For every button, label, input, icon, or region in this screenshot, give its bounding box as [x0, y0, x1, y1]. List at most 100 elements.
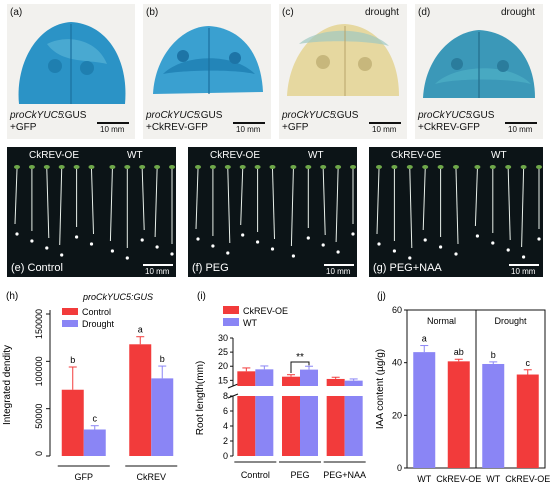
- leaf-d-image: [423, 30, 535, 98]
- seedling-root: [154, 168, 158, 238]
- seedling-leaf: [376, 165, 382, 169]
- root-tip-dot: [336, 250, 340, 254]
- chart-h-letter: c: [93, 414, 98, 424]
- root-tip-dot: [15, 232, 19, 236]
- panel-e: CkREV-OE WT (e) Control 10 mm: [7, 147, 176, 277]
- panel-c-gene-suffix: :GUS: [334, 110, 359, 121]
- panel-d-tag: drought: [501, 7, 535, 18]
- root-tip-dot: [321, 243, 325, 247]
- panel-g-left-label: CkREV-OE: [391, 150, 442, 161]
- root-tip-dot: [226, 251, 230, 255]
- seedling-root: [91, 168, 94, 235]
- panel-d-gene: proCkYUC5: [418, 110, 472, 121]
- seedling-leaf: [169, 165, 175, 169]
- leaf-b-image: [153, 26, 263, 94]
- panel-a-gene: proCkYUC5: [10, 110, 64, 121]
- chart-j-bar: [516, 374, 539, 468]
- chart-h-title: proCkYUC5:GUS: [82, 292, 153, 302]
- seedling-leaf: [43, 165, 50, 169]
- seedling-leaf: [453, 165, 459, 169]
- root-tip-dot: [110, 249, 114, 253]
- chart-i-ytick-label: 15: [218, 375, 228, 385]
- seedling-root: [322, 168, 326, 236]
- root-tip-dot: [256, 240, 260, 244]
- chart-i-significance: **: [296, 352, 304, 363]
- panel-a-scalebar: [97, 122, 129, 124]
- seedling-leaf: [124, 165, 131, 169]
- chart-h-bar: [151, 378, 174, 456]
- seedling-leaf: [154, 165, 161, 169]
- seedling-root: [14, 168, 18, 225]
- seedling-leaf: [254, 165, 261, 169]
- chart-i-ytick-label: 20: [218, 361, 228, 371]
- panel-c-scale: 10 mm: [372, 125, 397, 134]
- chart-i-legend-label: CkREV-OE: [243, 306, 288, 316]
- seedling-leaf: [224, 165, 231, 169]
- root-tip-dot: [506, 248, 510, 252]
- root-tip-dot: [408, 256, 412, 260]
- root-tip-dot: [45, 246, 49, 250]
- panel-c: (c) drought proCkYUC5 :GUS +GFP 10 mm: [279, 4, 407, 139]
- panel-e-right-label: WT: [127, 150, 143, 161]
- chart-j-group-label: Normal: [427, 316, 456, 326]
- chart-j-panel-label: (j): [377, 291, 386, 302]
- panel-g-scalebar: [509, 264, 539, 266]
- chart-j-letter: a: [422, 334, 427, 344]
- chart-h-xtick-label: CkREV: [136, 472, 166, 482]
- leaf-c-image: [287, 24, 399, 96]
- chart-i-legend-swatch: [223, 318, 239, 326]
- chart-i-bar-upper: [282, 376, 300, 386]
- panel-g-right-label: WT: [491, 150, 507, 161]
- root-tip-dot: [439, 245, 443, 249]
- seedling-leaf: [139, 165, 146, 169]
- panel-g-scale: 10 mm: [511, 267, 536, 276]
- chart-i-ytick-label: 8: [223, 391, 228, 401]
- panel-g: CkREV-OE WT (g) PEG+NAA 10 mm: [369, 147, 543, 277]
- panel-b-scale: 10 mm: [236, 125, 261, 134]
- chart-i-bar-upper: [300, 369, 318, 386]
- seedling-root: [507, 168, 511, 241]
- panel-d-scalebar: [505, 122, 537, 124]
- chart-i-xtick-label: Control: [241, 470, 270, 480]
- chart-i-ylabel: Root length(mm): [195, 361, 206, 435]
- panel-d-construct: +CkREV-GFP: [418, 122, 480, 133]
- seedling-leaf: [73, 165, 80, 169]
- chart-i-ytick-label: 2: [223, 436, 228, 446]
- panel-c-gene: proCkYUC5: [282, 110, 336, 121]
- chart-h-bar: [61, 389, 84, 456]
- panel-g-label: (g) PEG+NAA: [373, 262, 442, 274]
- seedling-leaf: [422, 165, 429, 169]
- chart-j-letter: b: [491, 350, 496, 360]
- root-tip-dot: [30, 239, 34, 243]
- panel-b: (b) proCkYUC5 :GUS +CkREV-GFP 10 mm: [143, 4, 271, 139]
- seedling-leaf: [335, 165, 342, 169]
- root-tip-dot: [475, 234, 479, 238]
- chart-h-legend-label: Control: [82, 307, 111, 317]
- chart-j-ylabel: IAA content (µg/g): [375, 349, 386, 429]
- chart-i-xtick-label: PEG: [290, 470, 309, 480]
- chart-i-bar-lower: [344, 396, 363, 456]
- panel-b-label: (b): [146, 7, 159, 18]
- root-tip-dot: [392, 249, 396, 253]
- seedling-root: [422, 168, 426, 231]
- chart-i-break-mark: [227, 383, 239, 389]
- chart-i-ytick-label: 6: [223, 406, 228, 416]
- seedling-leaf: [58, 165, 65, 169]
- seedling-leaf: [195, 165, 201, 169]
- chart-j-bar: [482, 363, 505, 468]
- chart-i-bar-lower: [255, 396, 274, 456]
- chart-h-letter: b: [160, 354, 165, 364]
- chart-j-ytick-label: 40: [392, 358, 402, 368]
- root-tip-dot: [60, 253, 64, 257]
- chart-h-ylabel: Integrated dendity: [2, 345, 13, 425]
- seedling-leaf: [474, 165, 481, 169]
- seedling-root: [521, 168, 525, 248]
- root-tip-dot: [241, 233, 245, 237]
- panel-c-construct: +GFP: [282, 122, 309, 133]
- chart-i-bar-lower: [326, 396, 345, 456]
- seedling-root: [474, 168, 478, 227]
- root-tip-dot: [454, 252, 458, 256]
- seedling-leaf: [437, 165, 444, 169]
- seedling-root: [195, 168, 199, 230]
- root-tip-dot: [291, 254, 295, 258]
